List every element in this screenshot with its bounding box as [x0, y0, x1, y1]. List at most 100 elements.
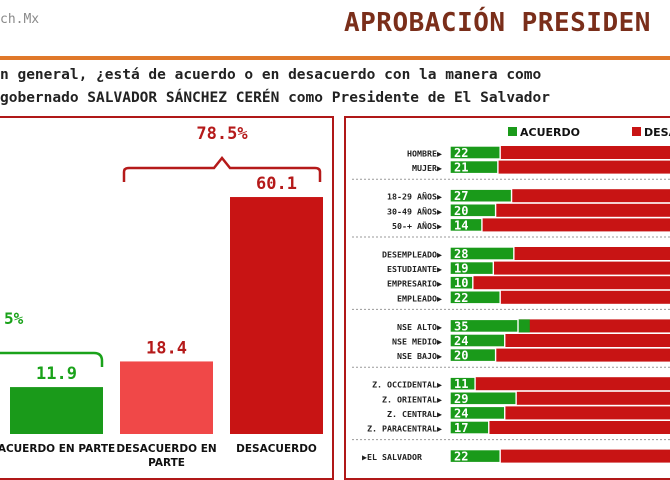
- segment-bar-acuerdo: [450, 449, 501, 463]
- segment-value-label: 24: [454, 334, 468, 348]
- segment-value-box: [449, 145, 501, 160]
- segment-bar-acuerdo: [450, 406, 505, 420]
- segment-bar-acuerdo: [450, 348, 496, 362]
- segment-value-label: 22: [454, 146, 468, 160]
- segment-value-label: 35: [454, 319, 468, 333]
- segment-bar-acuerdo: [450, 421, 489, 434]
- bar-3: [230, 197, 323, 434]
- bar-value-label-1: 11.9: [36, 364, 77, 384]
- segment-bar-acuerdo: [450, 319, 530, 333]
- segment-approval-chart: ACUERDO DESA HOMBRE▶ 22 MUJER▶ 21 18-29 AÑOS▶ 2…: [352, 126, 670, 464]
- segment-approval-chart-panel: ACUERDO DESA HOMBRE▶ 22 MUJER▶ 21 18-29 AÑOS▶ 2…: [344, 116, 670, 480]
- segment-bar-desacuerdo: [450, 276, 670, 290]
- segment-value-label: 29: [454, 392, 468, 406]
- segment-value-box: [449, 333, 506, 348]
- segment-value-label: 28: [454, 247, 468, 261]
- segment-value-label: 10: [454, 276, 468, 290]
- segment-value-label: 20: [454, 204, 468, 218]
- segment-bar-acuerdo: [450, 203, 496, 217]
- segment-bar-desacuerdo: [450, 449, 670, 463]
- segment-value-label: 21: [454, 161, 468, 175]
- segment-bar-desacuerdo: [450, 261, 670, 275]
- segment-bar-desacuerdo: [450, 203, 670, 217]
- segment-value-box: [449, 275, 474, 290]
- overall-approval-chart: 11.9 ACUERDO EN PARTE 18.4 DESACUERDO EN PAR…: [0, 124, 323, 469]
- segment-value-label: 17: [454, 421, 468, 435]
- segment-bar-acuerdo: [450, 261, 494, 275]
- bar-value-label-3: 60.1: [256, 174, 297, 194]
- segment-value-box: [449, 203, 497, 218]
- segment-label: NSE ALTO▶: [397, 322, 442, 332]
- title-divider: [0, 56, 670, 60]
- segment-label: MUJER▶: [412, 163, 442, 173]
- segment-value-box: [449, 217, 483, 233]
- page-title: APROBACIÓN PRESIDEN: [344, 8, 651, 38]
- segment-bar-desacuerdo: [450, 146, 670, 159]
- agree-bracket: [0, 351, 104, 367]
- brand-logo-text: ch.Mx: [0, 12, 40, 27]
- segment-value-box: [449, 188, 513, 203]
- segment-bar-acuerdo: [450, 276, 473, 290]
- segment-bar-acuerdo: [450, 218, 482, 232]
- segment-value-label: 27: [454, 189, 468, 203]
- segment-label: Z. ORIENTAL▶: [382, 394, 442, 404]
- segment-value-box: [449, 420, 490, 435]
- segment-value-box: [449, 260, 495, 276]
- bar-1: [10, 387, 103, 434]
- segment-value-box: [449, 290, 501, 305]
- segment-bar-acuerdo: [450, 377, 476, 391]
- bar-value-label-2: 18.4: [146, 338, 187, 358]
- segment-value-label: 20: [454, 349, 468, 363]
- segment-value-box: [449, 405, 506, 421]
- segment-value-label: 19: [454, 262, 468, 276]
- segment-label: ▶EL SALVADOR: [362, 452, 422, 462]
- legend-desacuerdo-label: DESA: [644, 126, 670, 139]
- bar-2: [120, 361, 213, 434]
- legend-acuerdo-swatch: [508, 127, 517, 136]
- segment-bar-desacuerdo: [450, 421, 670, 434]
- category-label-2: DESACUERDO EN: [116, 443, 216, 455]
- segment-label: 50-+ AÑOS▶: [392, 221, 442, 231]
- segment-value-label: 14: [454, 218, 468, 232]
- segment-bar-desacuerdo: [450, 218, 670, 232]
- agree-group-label: 5%: [4, 309, 24, 328]
- disagree-bracket: [122, 155, 322, 182]
- segment-bar-acuerdo: [450, 247, 514, 260]
- segment-label: DESEMPLEADO▶: [382, 250, 442, 260]
- segment-label: ESTUDIANTE▶: [387, 264, 442, 274]
- segment-label: NSE MEDIO▶: [392, 337, 442, 347]
- segment-bar-desacuerdo: [450, 348, 670, 362]
- segment-value-box: [449, 347, 497, 363]
- segment-label: Z. CENTRAL▶: [387, 409, 442, 419]
- segment-label: Z. PARACENTRAL▶: [367, 424, 442, 434]
- segment-value-box: [449, 376, 476, 391]
- segment-value-box: [449, 391, 517, 406]
- segment-value-box: [449, 448, 501, 464]
- segment-value-box: [449, 159, 499, 175]
- segment-value-label: 11: [454, 377, 468, 391]
- category-label-3: DESACUERDO: [236, 443, 317, 455]
- segment-value-label: 22: [454, 291, 468, 305]
- segment-bar-desacuerdo: [450, 377, 670, 391]
- segment-bar-desacuerdo: [450, 160, 670, 174]
- segment-bar-acuerdo: [450, 391, 517, 405]
- segment-value-label: 22: [454, 450, 468, 464]
- category-label-1: ACUERDO EN PARTE: [0, 443, 115, 455]
- segment-label: Z. OCCIDENTAL▶: [372, 380, 442, 390]
- segment-label: 30-49 AÑOS▶: [387, 206, 442, 216]
- segment-label: NSE BAJO▶: [397, 351, 442, 361]
- segment-bar-acuerdo: [450, 160, 498, 174]
- category-label-2: PARTE: [148, 457, 185, 469]
- survey-question: n general, ¿está de acuerdo o en desacue…: [0, 64, 670, 110]
- segment-bar-acuerdo: [450, 146, 501, 159]
- legend-acuerdo-label: ACUERDO: [520, 126, 580, 139]
- segment-bar-acuerdo: [450, 189, 512, 203]
- segment-value-label: 24: [454, 406, 468, 420]
- segment-bar-acuerdo: [450, 290, 501, 304]
- segment-value-box: [449, 318, 519, 334]
- question-line-2: gobernado SALVADOR SÁNCHEZ CERÉN como Pr…: [0, 90, 550, 106]
- segment-label: EMPLEADO▶: [397, 293, 442, 303]
- segment-bar-desacuerdo: [450, 290, 670, 304]
- segment-label: HOMBRE▶: [407, 149, 442, 159]
- disagree-group-label: 78.5%: [196, 124, 248, 144]
